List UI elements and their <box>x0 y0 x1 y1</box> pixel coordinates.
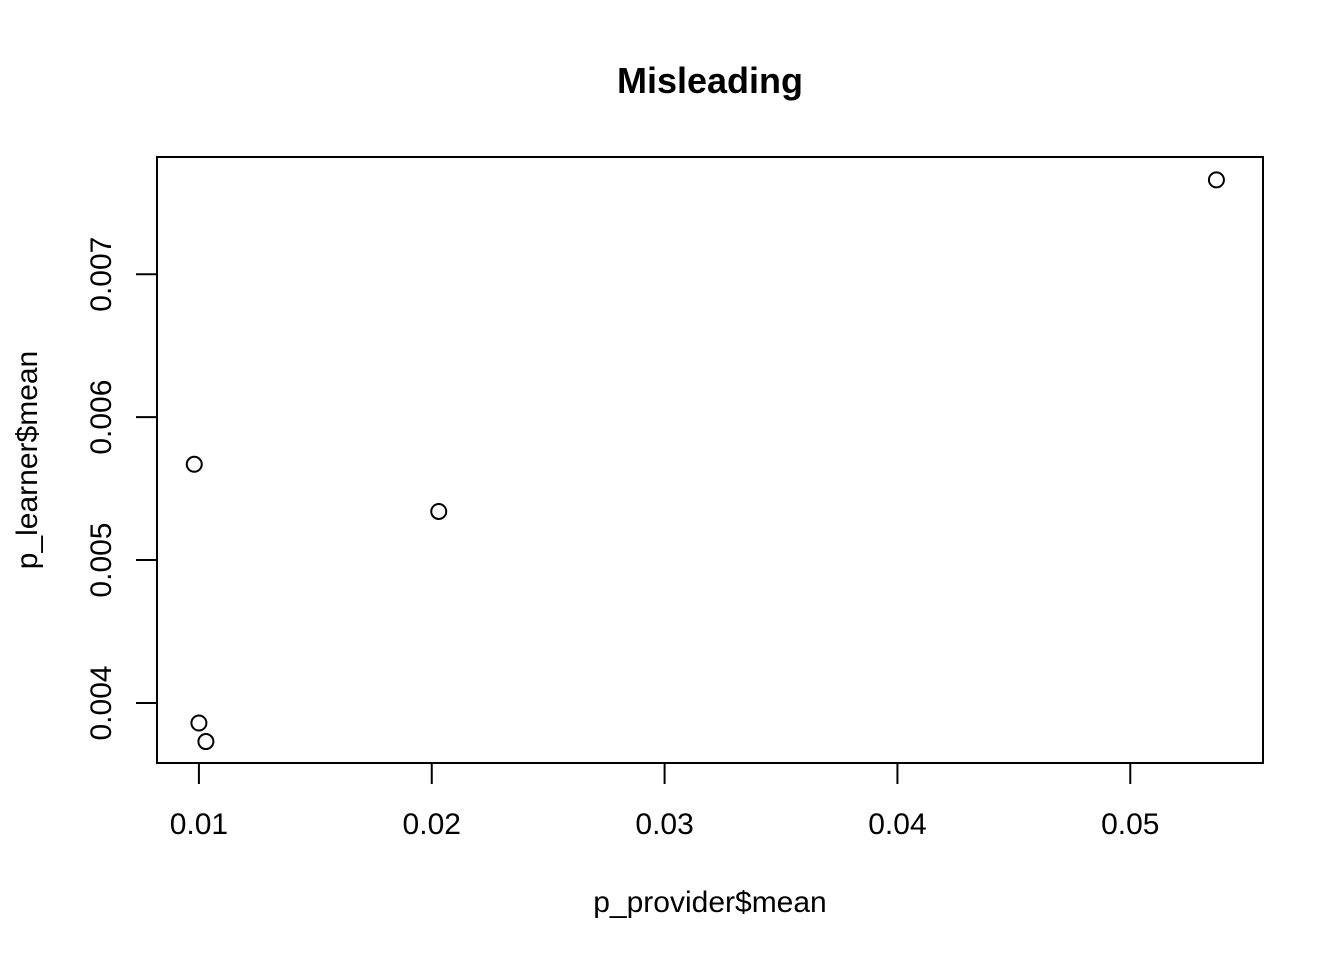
x-axis-label: p_provider$mean <box>593 886 826 919</box>
data-point <box>1207 171 1225 189</box>
data-point <box>430 502 448 520</box>
x-tick-label: 0.03 <box>635 808 693 841</box>
data-points <box>185 171 1225 751</box>
data-point <box>190 714 208 732</box>
chart-title: Misleading <box>617 60 803 101</box>
y-tick-label: 0.006 <box>85 380 118 455</box>
y-tick-label: 0.007 <box>85 237 118 312</box>
y-axis: 0.004 0.005 0.006 0.007 <box>85 237 158 741</box>
data-point <box>197 733 215 751</box>
y-tick-label: 0.005 <box>85 523 118 598</box>
x-tick-label: 0.04 <box>868 808 926 841</box>
x-tick-label: 0.01 <box>170 808 228 841</box>
y-axis-label: p_learner$mean <box>11 351 44 569</box>
data-point <box>185 455 203 473</box>
x-tick-label: 0.05 <box>1101 808 1159 841</box>
plot-frame <box>156 156 1264 764</box>
x-tick-label: 0.02 <box>403 808 461 841</box>
y-tick-label: 0.004 <box>85 665 118 740</box>
x-axis: 0.01 0.02 0.03 0.04 0.05 <box>170 762 1159 841</box>
